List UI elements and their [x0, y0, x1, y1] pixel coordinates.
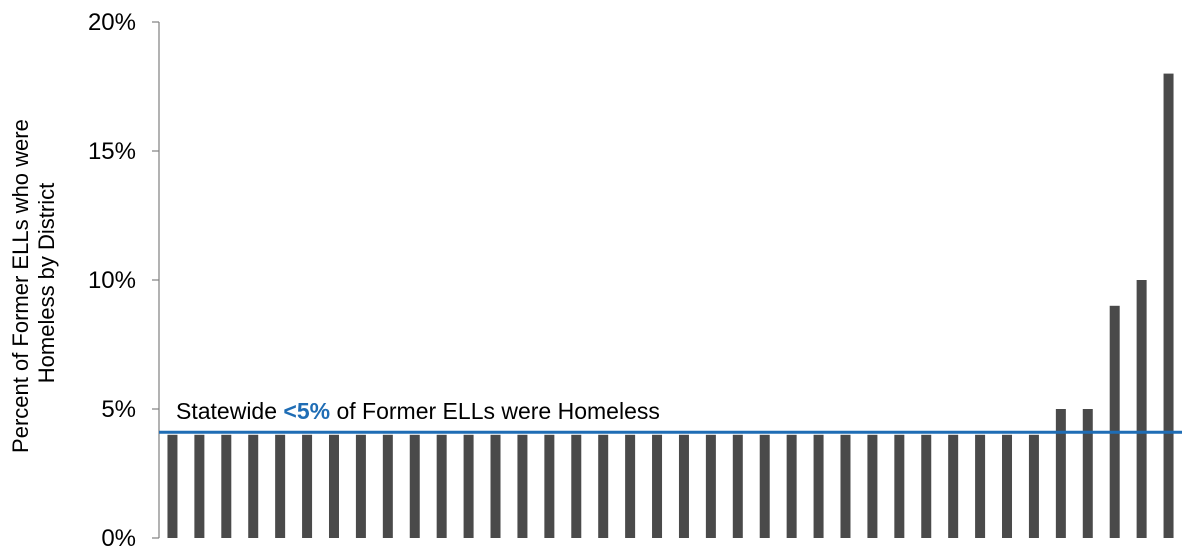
y-tick-label: 0% — [101, 525, 136, 550]
bar — [706, 435, 716, 538]
bar — [571, 435, 581, 538]
bar — [329, 435, 339, 538]
bar — [383, 435, 393, 538]
annotation-suffix: of Former ELLs were Homeless — [330, 398, 660, 424]
bar — [544, 435, 554, 538]
bar — [733, 435, 743, 538]
bar — [221, 435, 231, 538]
y-axis-label-line-2: Homeless by District — [34, 183, 59, 383]
bar — [1164, 74, 1174, 538]
bar — [194, 435, 204, 538]
y-axis-ticks: 0% 5% 10% 15% 20% — [88, 9, 159, 550]
bar — [437, 435, 447, 538]
bar — [814, 435, 824, 538]
bar-series — [167, 74, 1173, 538]
bar — [1002, 435, 1012, 538]
y-tick-label: 20% — [88, 9, 136, 36]
bar — [975, 435, 985, 538]
bar — [760, 435, 770, 538]
y-axis-label: Percent of Former ELLs who were Homeless… — [8, 113, 59, 453]
y-axis-label-line-1: Percent of Former ELLs who were — [8, 119, 33, 453]
statewide-annotation: Statewide <5% of Former ELLs were Homele… — [176, 398, 660, 424]
bar — [491, 435, 501, 538]
bar — [1083, 409, 1093, 538]
bar — [1056, 409, 1066, 538]
annotation-prefix: Statewide — [176, 398, 283, 424]
bar — [167, 435, 177, 538]
bar — [1137, 280, 1147, 538]
bar — [840, 435, 850, 538]
bar — [652, 435, 662, 538]
bar — [517, 435, 527, 538]
bar — [679, 435, 689, 538]
y-tick-label: 5% — [101, 396, 136, 423]
annotation-highlight: <5% — [283, 398, 330, 424]
bar — [598, 435, 608, 538]
bar — [625, 435, 635, 538]
y-tick-label: 10% — [88, 267, 136, 294]
bar — [410, 435, 420, 538]
bar — [867, 435, 877, 538]
bar — [1110, 306, 1120, 538]
bar — [464, 435, 474, 538]
bar — [1029, 435, 1039, 538]
bar — [275, 435, 285, 538]
bar — [894, 435, 904, 538]
bar — [302, 435, 312, 538]
bar — [921, 435, 931, 538]
bar — [787, 435, 797, 538]
bar — [248, 435, 258, 538]
bar — [356, 435, 366, 538]
y-tick-label: 15% — [88, 138, 136, 165]
bar — [948, 435, 958, 538]
